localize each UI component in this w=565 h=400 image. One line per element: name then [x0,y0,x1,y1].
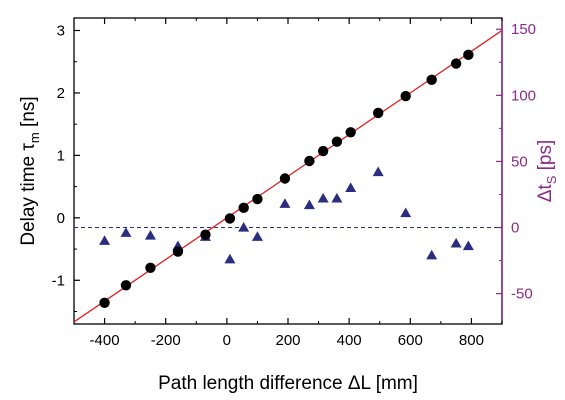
y-axis-title-main: Delay time τ [18,143,39,246]
y-tick-label: 1 [57,147,65,164]
circle-point [450,58,462,69]
circle-point [252,193,263,205]
x-tick-label: 0 [223,332,231,349]
y2-tick-label: 100 [511,87,536,104]
circle-point [279,173,291,184]
y-axis-title-unit: [ns] [18,96,39,132]
triangle-point [279,198,291,208]
x-axis-title: Path length difference ΔL [mm] [158,373,418,394]
data-layer [73,29,503,323]
y-tick-label: 3 [57,22,65,39]
y2-tick-label: 150 [511,21,536,38]
y2-tick-label: -50 [511,286,533,303]
circle-point [145,262,156,273]
y2-tick-label: 50 [511,153,528,170]
circle-point [317,145,329,157]
circle-point [200,229,211,240]
circle-point [463,49,474,61]
triangle-point [331,192,343,203]
circle-point [238,202,249,214]
y-axis-title-subscript: m [27,132,42,143]
triangle-point [462,240,474,251]
x-tick-label: -400 [90,332,120,349]
y2-axis-title: ΔtS [ps] [535,140,559,203]
triangle-point [224,253,236,264]
y2-tick-label: 0 [511,220,519,237]
x-tick-label: -200 [151,332,181,349]
circle-point [345,127,356,138]
triangle-point [251,231,263,241]
triangle-point [345,182,357,192]
triangle-point [426,249,438,260]
x-tick-label: 200 [275,332,300,349]
circle-point [224,213,236,224]
triangle-point [99,235,111,245]
circle-point [172,246,184,257]
circle-point [120,280,132,291]
y-tick-label: -1 [52,272,65,289]
x-tick-label: 800 [459,332,484,349]
circle-point [331,136,343,147]
circle-point [99,297,110,308]
y-tick-label: 2 [57,85,65,102]
y2-axis-title-main: Δt [535,184,556,203]
triangle-point [303,199,315,210]
y2-axis-title-unit: [ps] [535,140,556,176]
circle-point [304,155,315,167]
circle-point [400,90,411,102]
triangle-point [238,222,250,232]
triangle-point [317,192,329,203]
circle-point [426,74,437,86]
x-tick-label: 400 [337,332,362,349]
triangle-point [120,227,132,237]
circle-point [372,107,384,119]
triangle-point [400,207,412,218]
triangle-point [450,237,462,248]
tick-group [73,18,503,324]
tick-label-group: -400 -200 0 200 400 600 800 -1 0 1 2 3 -50 0 50 100 150 [52,21,536,349]
triangle-point [144,229,156,240]
y-tick-label: 0 [57,210,65,227]
y-axis-title: Delay time τm [ns] [18,96,42,245]
triangle-point [372,166,384,177]
x-tick-label: 600 [398,332,423,349]
y2-axis-title-subscript: S [544,175,559,184]
